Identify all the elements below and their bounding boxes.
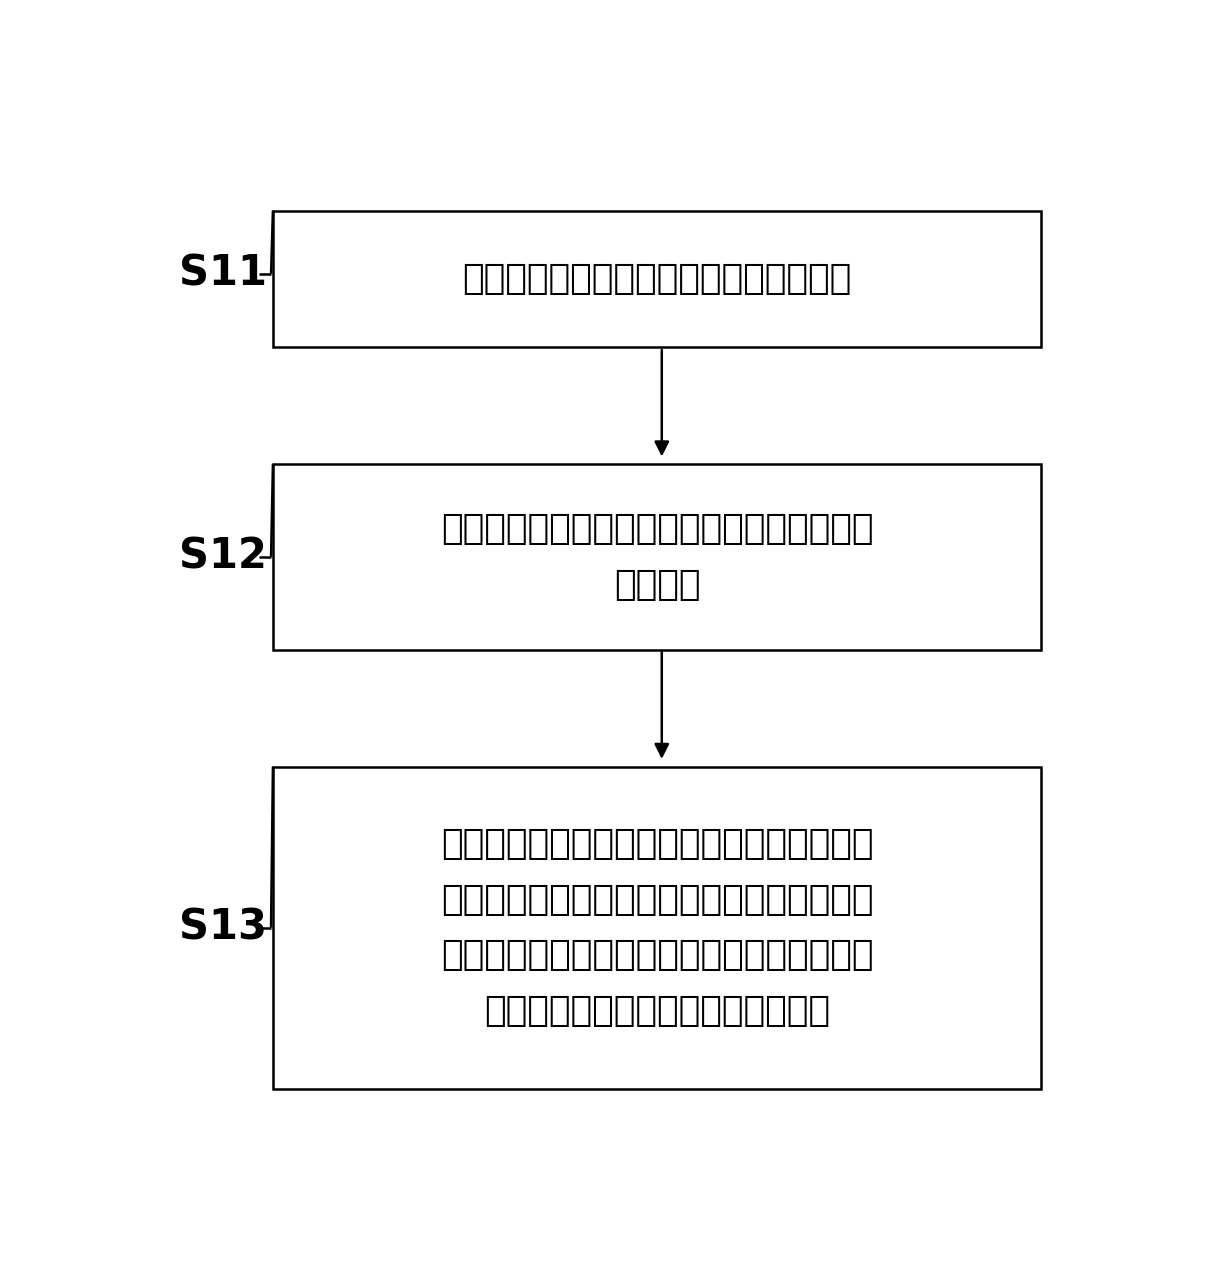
Text: S11: S11	[179, 253, 267, 295]
Text: S13: S13	[179, 907, 267, 949]
Bar	[273, 464, 1041, 650]
Bar	[273, 767, 1041, 1088]
Text: S12: S12	[179, 536, 267, 578]
Bar	[273, 210, 1041, 347]
Text: 以所述初始信号强度为初始测量强度，采用多
个测试信号强度测试所述智能终端的误码率，
以得到测试信号强度临界值，并采用所述测试
信号强度临界值作为所述传导灵敏度: 以所述初始信号强度为初始测量强度，采用多 个测试信号强度测试所述智能终端的误码率…	[441, 827, 873, 1028]
Text: 确定智能终端的原始测量参数及其参数值: 确定智能终端的原始测量参数及其参数值	[463, 262, 851, 296]
Text: 根据所述原始测量参数及其参数值，确定初始
信号强度: 根据所述原始测量参数及其参数值，确定初始 信号强度	[441, 512, 873, 602]
